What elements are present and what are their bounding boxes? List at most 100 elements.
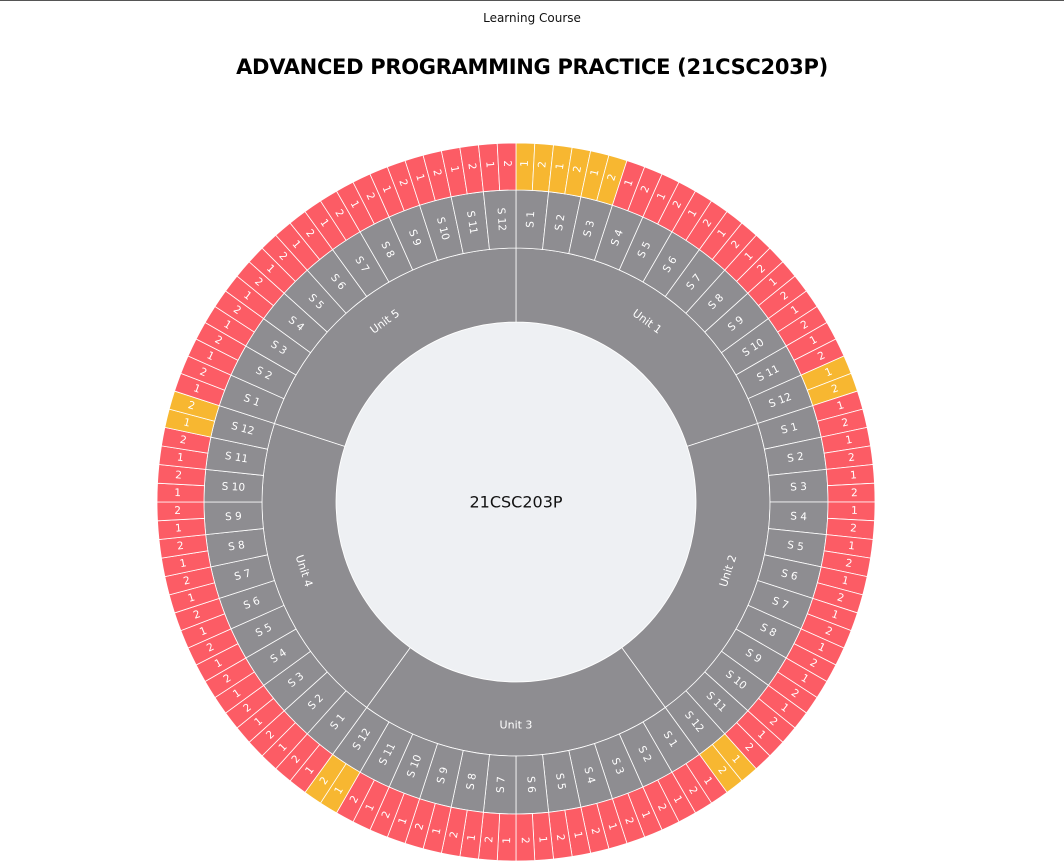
session-label: S 8 <box>464 772 478 790</box>
segment-label: 1 <box>848 540 856 553</box>
segment-label: 1 <box>465 834 478 842</box>
segment-label: 1 <box>686 207 700 219</box>
session-label: S 4 <box>790 510 808 523</box>
top-divider <box>0 0 1064 1</box>
segment-label: 1 <box>836 399 846 412</box>
segment-label: 2 <box>536 161 548 169</box>
segment-label: 1 <box>448 165 461 174</box>
segment-label: 1 <box>380 184 394 195</box>
segment-label: 2 <box>851 487 858 499</box>
session-label: S 7 <box>495 776 508 793</box>
segment-label: 1 <box>850 469 858 481</box>
segment-label: 2 <box>465 162 478 170</box>
segment-label: 2 <box>799 318 811 332</box>
session-label: S 4 <box>609 228 626 248</box>
segment-label: 1 <box>571 830 584 839</box>
session-label: S 6 <box>524 776 537 794</box>
segment-label: 2 <box>483 836 495 844</box>
segment-label: 1 <box>221 318 233 332</box>
segment-label: 2 <box>175 469 183 481</box>
session-label: S 3 <box>609 756 626 776</box>
session-label: S 6 <box>780 567 800 583</box>
segment-label: 2 <box>176 540 184 553</box>
session-label: S 9 <box>435 766 451 785</box>
session-label: S 6 <box>242 595 262 612</box>
segment-label: 1 <box>332 785 346 797</box>
session-label: S 11 <box>464 210 480 235</box>
segment-label: 1 <box>430 826 443 835</box>
session-label: S 9 <box>406 228 423 248</box>
session-label: S 8 <box>227 539 245 553</box>
segment-label: 2 <box>848 451 856 464</box>
segment-label: 2 <box>205 641 216 655</box>
segment-label: 2 <box>605 173 618 183</box>
segment-label: 1 <box>622 178 636 188</box>
segment-label: 2 <box>348 794 362 806</box>
segment-label: 1 <box>588 168 601 177</box>
segment-label: 1 <box>213 657 225 671</box>
segment-label: 1 <box>198 625 209 639</box>
segment-label: 2 <box>187 399 197 412</box>
session-label: S 3 <box>581 219 597 238</box>
segment-label: 1 <box>179 557 188 570</box>
segment-label: 2 <box>686 785 700 797</box>
segment-label: 2 <box>639 184 653 195</box>
segment-label: 2 <box>850 522 858 534</box>
segment-label: 1 <box>348 199 362 211</box>
segment-label: 1 <box>176 451 184 464</box>
segment-label: 1 <box>808 334 820 348</box>
segment-label: 1 <box>519 160 531 167</box>
segment-label: 1 <box>192 382 202 396</box>
session-label: S 1 <box>242 392 262 409</box>
segment-label: 2 <box>413 822 426 832</box>
segment-label: 1 <box>605 822 618 832</box>
segment-label: 2 <box>844 557 853 570</box>
session-label: S 1 <box>780 421 799 437</box>
segment-label: 2 <box>816 349 827 363</box>
segment-label: 1 <box>844 434 853 447</box>
session-label: S 12 <box>495 207 508 231</box>
segment-label: 1 <box>840 574 849 587</box>
session-label: S 1 <box>524 211 537 228</box>
segment-label: 1 <box>182 416 191 429</box>
segment-label: 1 <box>816 641 827 655</box>
page-title: ADVANCED PROGRAMMING PRACTICE (21CSC203P… <box>236 55 828 79</box>
segment-label: 2 <box>396 178 410 188</box>
segment-label: 2 <box>519 837 531 844</box>
segment-label: 2 <box>363 191 377 202</box>
header-label: Learning Course <box>483 11 581 25</box>
segment-label: 2 <box>501 160 513 167</box>
segment-label: 2 <box>571 165 584 174</box>
session-label: S 7 <box>233 567 252 583</box>
segment-label: 2 <box>830 382 840 396</box>
session-label: S 12 <box>230 420 256 438</box>
session-label: S 4 <box>581 766 597 786</box>
session-label: S 5 <box>786 539 804 553</box>
session-label: S 2 <box>786 450 804 464</box>
segment-label: 1 <box>174 487 181 499</box>
segment-label: 2 <box>808 657 820 671</box>
segment-label: 1 <box>363 802 377 813</box>
segment-label: 2 <box>655 802 669 813</box>
segment-label: 2 <box>174 505 181 517</box>
segment-label: 2 <box>840 416 849 429</box>
segment-label: 2 <box>221 672 233 686</box>
segment-label: 1 <box>851 505 858 517</box>
segment-label: 2 <box>182 574 191 587</box>
session-label: S 5 <box>553 772 567 790</box>
segment-label: 1 <box>655 191 669 202</box>
segment-label: 1 <box>554 162 567 170</box>
segment-label: 2 <box>554 834 567 842</box>
segment-label: 2 <box>430 168 443 177</box>
segment-label: 1 <box>187 591 197 604</box>
segment-label: 2 <box>213 334 225 348</box>
session-label: S 9 <box>225 510 242 523</box>
segment-label: 2 <box>622 816 636 826</box>
segment-label: 2 <box>823 625 834 639</box>
session-label: S 10 <box>434 216 452 242</box>
segment-label: 2 <box>448 830 461 839</box>
center-label: 21CSC203P <box>469 493 562 512</box>
segment-label: 1 <box>396 816 410 826</box>
segment-label: 1 <box>175 522 183 534</box>
